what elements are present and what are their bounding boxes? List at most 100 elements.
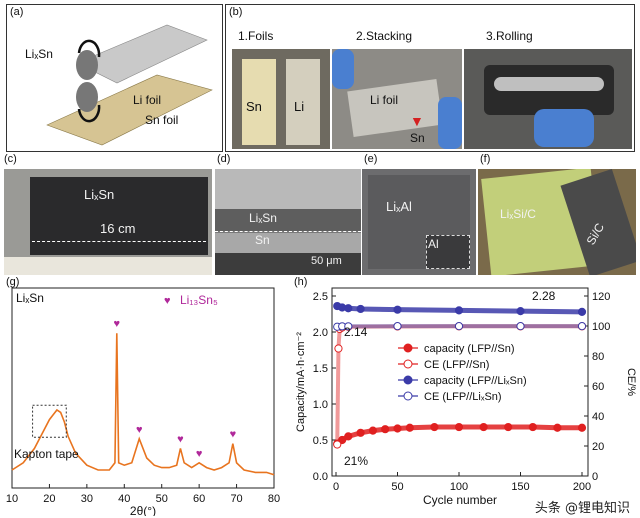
- lixal-photo: LiₓAl Al: [362, 169, 476, 275]
- cyc-y-tick-label: 0.0: [313, 471, 328, 483]
- peak-marker-icon: ♥: [177, 433, 184, 445]
- cyc-y2-tick-label: 20: [592, 441, 604, 453]
- panel-c: (c) LiₓSn 16 cm: [4, 153, 214, 275]
- cyc-data-point: [454, 322, 464, 331]
- xrd-legend-label: Li₁₃Sn₅: [180, 293, 218, 307]
- cyc-y2-tick-label: 60: [592, 381, 604, 393]
- panel-h: (h) 0 50 100 150 200 0.0 0.5 1.0 1.5 2.0 2.5 0 20 40 6…: [292, 276, 638, 516]
- cyc-data-point: [454, 422, 464, 432]
- cyc-x-tick-label: 200: [573, 481, 591, 493]
- cyc-x-tick-label: 0: [333, 481, 339, 493]
- peak-marker-icon: ♥: [196, 448, 203, 460]
- cyc-data-point: [356, 428, 365, 437]
- cyc-x-tick-label: 150: [511, 481, 529, 493]
- lixsn-label-c: LiₓSn: [84, 187, 115, 202]
- panel-b-label: (b): [229, 6, 243, 18]
- li-foil-label-b: Li foil: [370, 93, 399, 107]
- cyc-y2-tick-label: 100: [592, 321, 610, 333]
- cyc-data-point: [393, 322, 402, 331]
- panel-a: (a) LiₓSn Li foil Sn foil: [6, 4, 223, 152]
- li-label-b: Li: [294, 99, 305, 114]
- annotation-21pct: 21%: [344, 454, 368, 468]
- panel-e: (e) LiₓAl Al: [362, 153, 476, 275]
- sn-label-b2: Sn: [410, 131, 425, 145]
- cyc-data-point: [577, 423, 587, 432]
- cyc-y-tick-label: 2.5: [313, 291, 328, 303]
- panel-f: (f) LiₓSi/C Si/C: [478, 153, 636, 275]
- cycling-chart: 0 50 100 150 200 0.0 0.5 1.0 1.5 2.0 2.5 0 20 40 60 80 1…: [295, 287, 637, 507]
- lixsn-label-d: LiₓSn: [249, 211, 277, 225]
- xrd-x-axis-label: 2θ(°): [130, 504, 156, 516]
- cyc-x-axis-label: Cycle number: [423, 493, 497, 507]
- xrd-x-tick-label: 30: [81, 493, 93, 505]
- panel-e-label: (e): [364, 153, 378, 165]
- cyc-legend-label: capacity (LFP//Sn): [424, 343, 514, 355]
- panel-g-label: (g): [6, 276, 20, 288]
- cyc-legend-marker: [403, 359, 413, 369]
- rolling-schematic: [46, 24, 213, 146]
- lixsic-label: LiₓSi/C: [500, 207, 536, 221]
- kapton-tape-label: Kapton tape: [14, 447, 79, 461]
- cyc-data-point: [479, 422, 488, 432]
- step-stacking-title: 2.Stacking: [356, 29, 413, 43]
- cyc-y2-tick-label: 120: [592, 291, 610, 303]
- cyc-y-tick-label: 0.5: [313, 435, 328, 447]
- cyc-data-point: [430, 422, 439, 432]
- scale-bar-label: 50 μm: [311, 255, 342, 267]
- cyc-data-point: [356, 304, 365, 314]
- xrd-series-name: LiₓSn: [16, 291, 44, 305]
- length-arrow: [32, 241, 206, 242]
- xrd-x-tick-label: 80: [268, 493, 280, 505]
- sn-label-b: Sn: [246, 99, 262, 114]
- cyc-y2-tick-label: 80: [592, 351, 604, 363]
- kapton-region-box: [32, 404, 67, 438]
- sem-cross-section: LiₓSn Sn 50 μm: [215, 169, 361, 275]
- panel-g: (g) 10 20 30 40 50 60 70 80 2θ(°) ♥ ♥ ♥ ♥ ♥ LiₓSn ♥ Li₁₃…: [4, 276, 290, 516]
- panel-c-label: (c): [4, 153, 17, 165]
- cyc-data-point: [577, 322, 587, 331]
- cyc-legend-label: capacity (LFP//LiₓSn): [424, 375, 527, 387]
- xrd-x-tick-label: 40: [118, 493, 130, 505]
- cyc-x-tick-label: 100: [450, 481, 468, 493]
- panel-a-label: (a): [10, 6, 24, 18]
- xrd-x-tick-label: 50: [156, 493, 168, 505]
- sn-foil-label-a: Sn foil: [145, 113, 179, 127]
- panel-d: (d) LiₓSn Sn 50 μm: [215, 153, 361, 275]
- cyc-y-tick-label: 2.0: [313, 327, 328, 339]
- cyc-data-point: [405, 423, 414, 432]
- lixsn-label-a: LiₓSn: [25, 47, 53, 61]
- cyc-data-point: [393, 424, 402, 433]
- lixal-label: LiₓAl: [386, 199, 412, 214]
- li-foil-label-a: Li foil: [133, 93, 162, 107]
- stacking-photo: Li foil ▼ Sn: [332, 49, 462, 149]
- xrd-frame: [11, 287, 275, 489]
- cyc-data-point: [553, 423, 562, 432]
- lixsic-photo: LiₓSi/C Si/C: [478, 169, 636, 275]
- cyc-data-point: [344, 304, 353, 313]
- rolling-photo: [464, 49, 632, 149]
- panel-d-label: (d): [217, 153, 231, 165]
- cyc-data-point: [381, 425, 390, 434]
- peak-marker-icon: ♥: [136, 424, 143, 436]
- step-foils-title: 1.Foils: [238, 29, 274, 43]
- cyc-data-point: [577, 307, 587, 316]
- panel-f-label: (f): [480, 153, 491, 165]
- panel-b: (b) 1.Foils 2.Stacking 3.Rolling Sn Li L…: [225, 4, 635, 152]
- al-label: Al: [428, 237, 439, 251]
- peak-marker-icon: ♥: [230, 429, 237, 441]
- legend-marker-icon: ♥: [164, 295, 171, 307]
- cyc-legend-label: CE (LFP//Sn): [424, 359, 489, 371]
- cyc-legend-marker: [403, 343, 413, 353]
- cyc-data-point: [516, 322, 525, 331]
- cyc-legend-marker: [403, 391, 413, 401]
- sn-label-d: Sn: [255, 233, 270, 247]
- xrd-chart: 10 20 30 40 50 60 70 80 2θ(°) ♥ ♥ ♥ ♥ ♥ LiₓSn ♥ Li₁₃Sn₅ K…: [6, 287, 280, 516]
- cyc-data-point: [516, 307, 525, 316]
- cyc-y2-tick-label: 40: [592, 411, 604, 423]
- cyc-data-point: [393, 305, 402, 314]
- cyc-data-point: [334, 344, 343, 353]
- xrd-x-tick-label: 20: [43, 493, 55, 505]
- cyc-data-point: [344, 322, 353, 331]
- cyc-legend-marker: [403, 375, 413, 385]
- annotation-2-14: 2.14: [344, 325, 368, 339]
